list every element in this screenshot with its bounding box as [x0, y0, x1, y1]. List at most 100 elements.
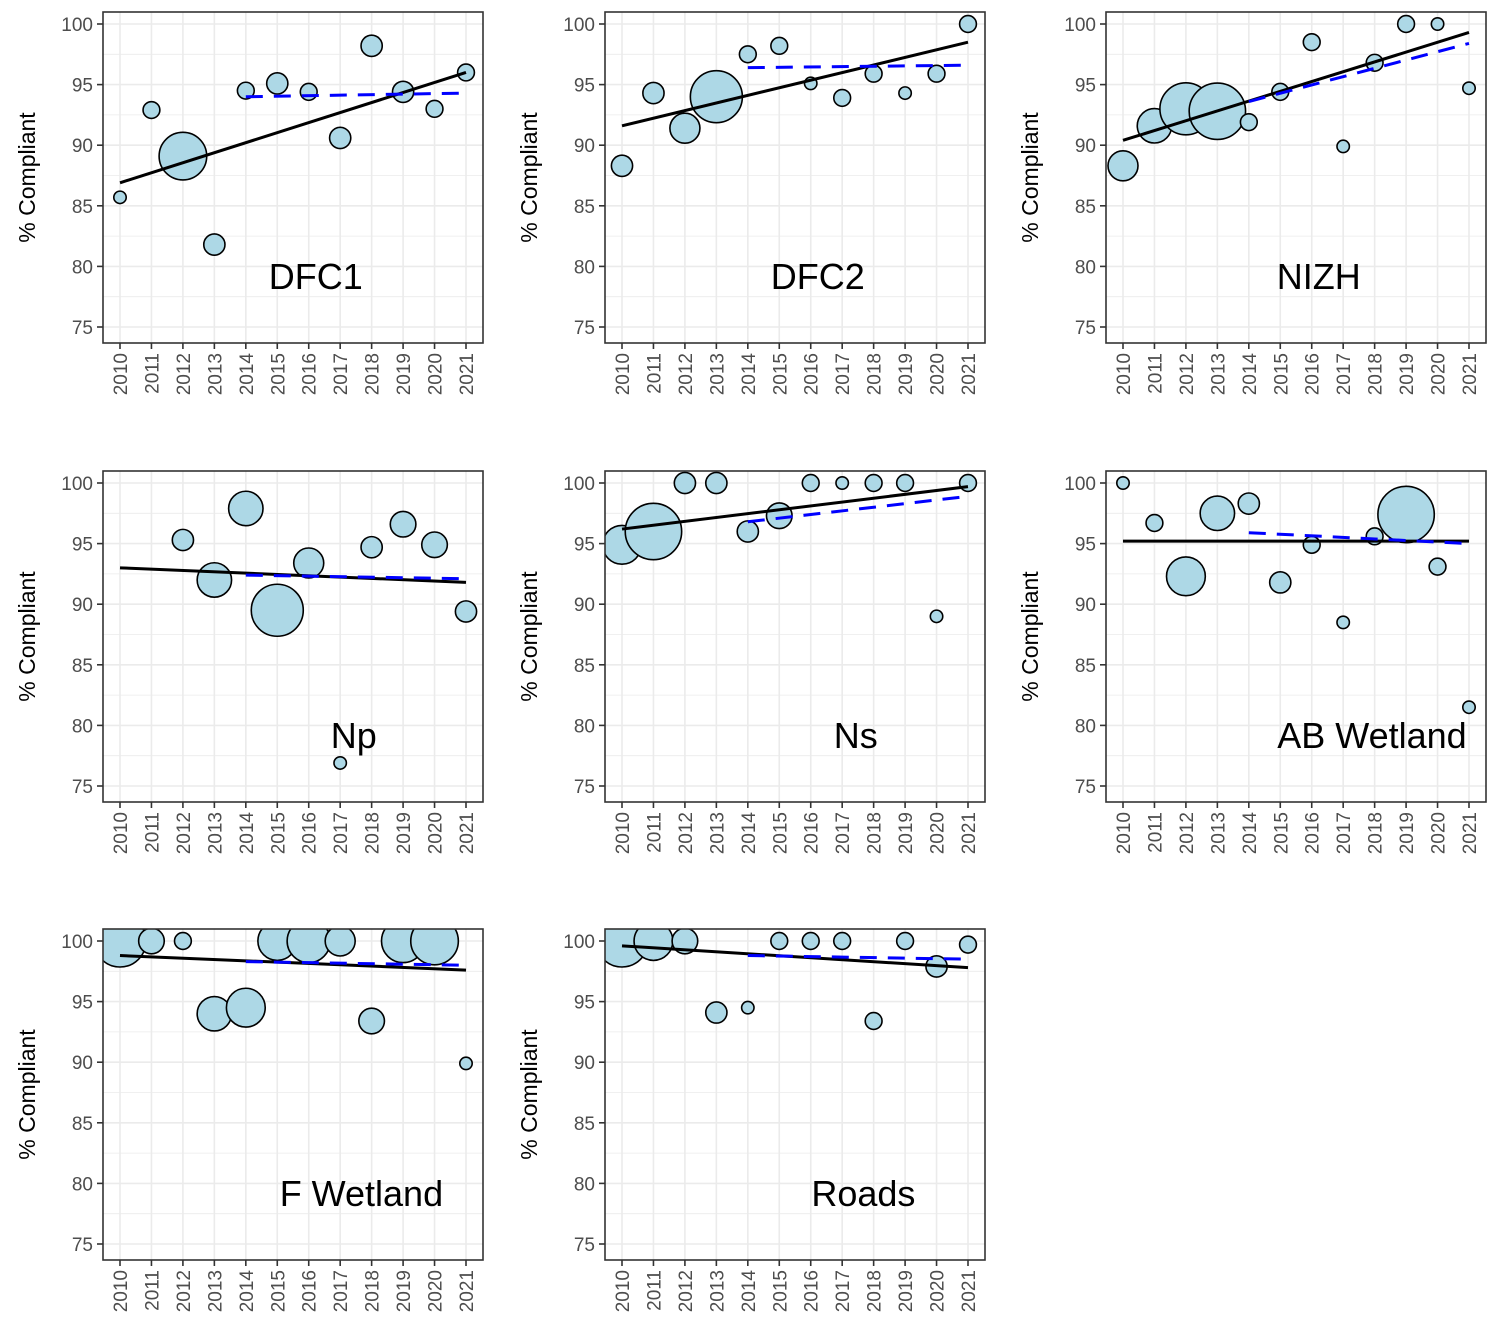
x-tick-label: 2012	[676, 1270, 697, 1312]
y-tick-label: 100	[563, 932, 595, 953]
x-tick-label: 2011	[142, 812, 163, 853]
y-tick-label: 75	[574, 777, 595, 798]
data-point-2018	[358, 1007, 386, 1035]
x-tick-label: 2015	[268, 353, 289, 395]
x-tick-label: 2013	[707, 1270, 728, 1312]
data-point-2021	[1462, 700, 1477, 715]
data-point-2017	[835, 475, 850, 490]
x-tick-label: 2016	[1303, 353, 1324, 395]
plot-background	[103, 12, 483, 343]
data-point-2012	[673, 471, 697, 495]
data-point-2016	[801, 473, 820, 493]
data-point-2011	[142, 100, 161, 120]
y-tick-label: 95	[72, 535, 93, 556]
x-tick-label: 2010	[111, 812, 132, 854]
data-point-2019	[895, 931, 915, 951]
x-tick-label: 2015	[268, 812, 289, 854]
data-point-2014	[738, 45, 758, 64]
recent-trend-line	[245, 573, 467, 581]
data-point-2016	[1302, 535, 1321, 555]
x-tick-label: 2019	[896, 1270, 917, 1312]
data-point-2020	[409, 929, 460, 966]
y-tick-label: 100	[61, 474, 93, 495]
y-axis-title: % Compliant	[14, 1029, 40, 1160]
chart-panel-f-wetland: 75 80 85 90 95 100 2010 2011 2012 2013 2014 2015 201…	[14, 928, 484, 1313]
x-tick-label: 2020	[426, 1270, 447, 1312]
data-point-2021	[458, 1056, 473, 1071]
y-tick-label: 85	[574, 197, 595, 218]
x-tick-label: 2012	[1177, 812, 1198, 854]
y-tick-label: 75	[72, 777, 93, 798]
points	[113, 34, 476, 256]
x-tick-label: 2010	[613, 812, 634, 854]
y-tick-label: 80	[574, 1174, 595, 1195]
data-point-2017	[1336, 139, 1351, 154]
x-tick-label: 2017	[331, 353, 352, 395]
panel-border	[604, 928, 986, 1261]
x-tick-label: 2014	[739, 353, 760, 396]
data-point-2012	[669, 112, 701, 145]
x-tick-label: 2017	[833, 1270, 854, 1312]
x-tick-label: 2014	[739, 812, 760, 855]
panel-label: DFC1	[269, 256, 363, 297]
data-point-2016	[801, 931, 820, 951]
data-point-2021	[454, 600, 478, 623]
panel-border	[102, 928, 484, 1261]
data-point-2019	[1396, 14, 1416, 34]
x-tick-label: 2019	[394, 812, 415, 854]
y-tick-label: 90	[574, 595, 595, 616]
gridlines	[605, 929, 985, 1260]
data-point-2014	[1239, 112, 1259, 132]
x-tick-label: 2021	[959, 353, 980, 395]
x-tick-label: 2010	[111, 353, 132, 395]
gridlines	[103, 12, 483, 343]
data-point-2014	[1237, 492, 1261, 516]
x-tick-label: 2013	[707, 353, 728, 395]
data-point-2013	[1199, 495, 1236, 532]
y-tick-label: 75	[72, 318, 93, 339]
gridlines	[1106, 12, 1486, 343]
y-tick-label: 85	[574, 656, 595, 677]
y-tick-label: 80	[1075, 716, 1096, 737]
x-tick-label: 2012	[676, 353, 697, 395]
data-point-2013	[196, 561, 233, 598]
chart-panel-roads: 75 80 85 90 95 100 2010 2011 2012 2013 2014 2015 201…	[516, 928, 986, 1312]
panel-label: Np	[331, 715, 377, 756]
data-point-2021	[1462, 81, 1477, 96]
data-point-2020	[420, 531, 449, 559]
x-tick-label: 2012	[174, 1270, 195, 1312]
panel-border	[102, 470, 484, 803]
data-point-2013	[196, 995, 233, 1032]
data-point-2021	[958, 935, 978, 954]
y-tick-label: 75	[1075, 318, 1096, 339]
data-point-2020	[927, 64, 946, 83]
y-tick-label: 100	[1064, 474, 1096, 495]
x-tick-label: 2014	[237, 1270, 258, 1313]
data-point-2014	[736, 520, 760, 543]
y-tick-label: 95	[72, 993, 93, 1014]
data-point-2020	[1430, 16, 1445, 31]
data-point-2014	[227, 490, 264, 527]
panel-border	[102, 11, 484, 344]
x-tick-label: 2021	[1460, 812, 1481, 854]
x-tick-label: 2013	[707, 812, 728, 854]
points	[610, 14, 978, 178]
trend-line	[621, 485, 969, 531]
y-axis-title: % Compliant	[14, 571, 40, 702]
x-tick-label: 2010	[613, 353, 634, 395]
chart-panel-np: 75 80 85 90 95 100 2010 2011 2012 2013 2014 2015 201…	[14, 470, 484, 854]
x-tick-label: 2017	[1334, 812, 1355, 854]
x-tick-label: 2021	[959, 812, 980, 854]
x-tick-label: 2016	[300, 353, 321, 395]
data-point-2013	[689, 69, 744, 124]
y-tick-label: 90	[72, 595, 93, 616]
data-point-2019	[895, 473, 915, 493]
data-point-2010	[1116, 475, 1131, 490]
x-tick-label: 2012	[676, 812, 697, 854]
y-tick-label: 100	[61, 932, 93, 953]
points	[605, 471, 978, 624]
data-point-2017	[333, 755, 348, 770]
x-tick-label: 2013	[1208, 353, 1229, 395]
x-tick-label: 2019	[394, 353, 415, 395]
